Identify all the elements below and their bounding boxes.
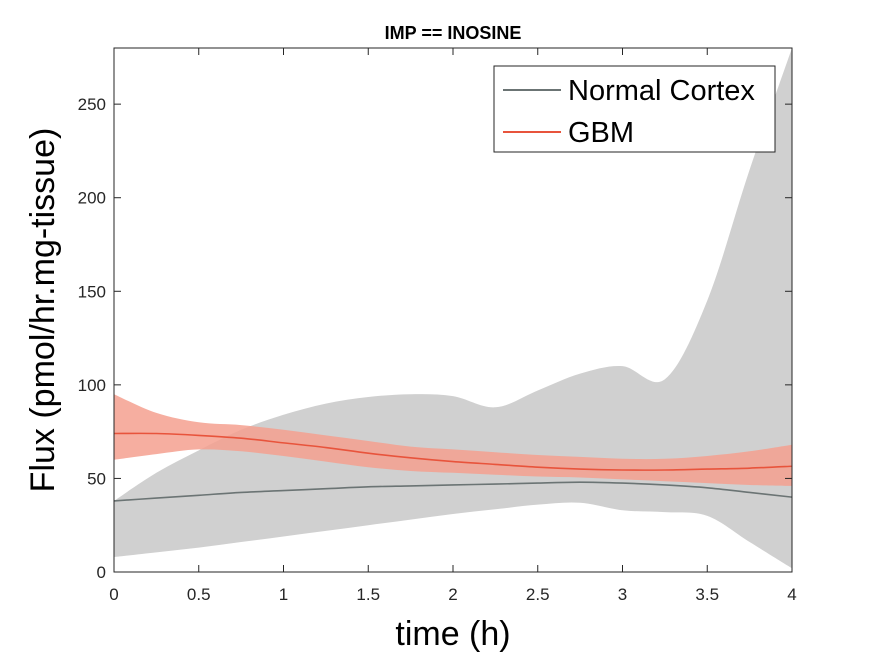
line-gbm [114, 432, 792, 471]
x-tick-label: 1 [279, 585, 288, 604]
band-gbm [114, 394, 792, 486]
legend: Normal Cortex GBM [493, 65, 776, 153]
x-tick-label: 3 [618, 585, 627, 604]
x-tick-label: 4 [787, 585, 796, 604]
legend-label-gbm: GBM [568, 117, 634, 149]
y-axis-label: Flux (pmol/hr.mg-tissue) [24, 128, 62, 493]
x-tick-label: 2.5 [526, 585, 550, 604]
chart-title: IMP == INOSINE [385, 23, 522, 43]
x-axis-ticks: 0 0.5 1 1.5 2 2.5 3 3.5 4 [109, 48, 797, 604]
x-tick-label: 0.5 [187, 585, 211, 604]
x-tick-label: 3.5 [695, 585, 719, 604]
x-tick-label: 0 [109, 585, 118, 604]
line-normal-cortex [114, 481, 792, 502]
x-tick-label: 2 [448, 585, 457, 604]
legend-label-normal-cortex: Normal Cortex [568, 75, 755, 107]
y-axis-ticks: 0 50 100 150 200 250 [78, 95, 792, 582]
confidence-bands [114, 48, 792, 569]
legend-box [493, 65, 776, 153]
x-tick-label: 1.5 [356, 585, 380, 604]
x-axis-label: time (h) [395, 615, 510, 653]
y-tick-label: 150 [78, 282, 106, 301]
y-tick-label: 100 [78, 376, 106, 395]
y-tick-label: 250 [78, 95, 106, 114]
y-tick-label: 200 [78, 189, 106, 208]
y-tick-label: 50 [87, 469, 106, 488]
y-tick-label: 0 [97, 563, 106, 582]
series-lines [114, 432, 792, 502]
